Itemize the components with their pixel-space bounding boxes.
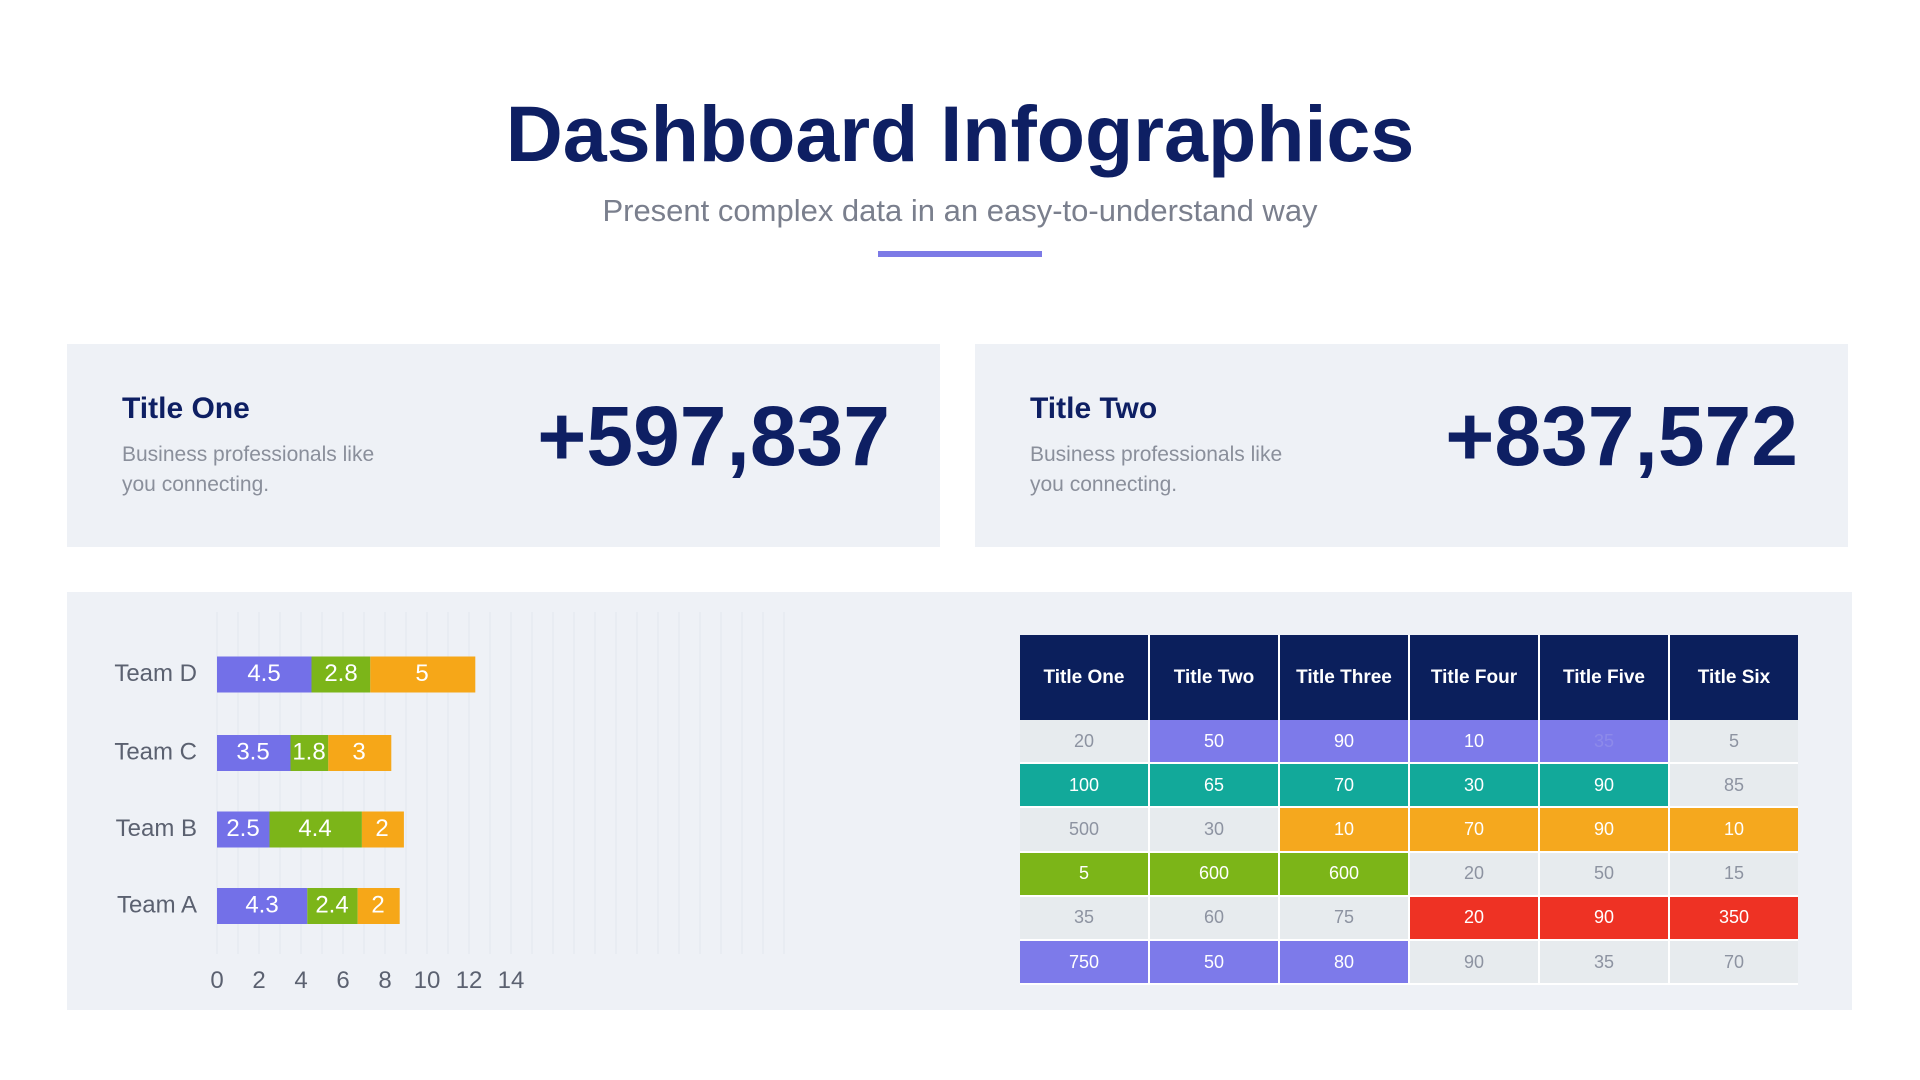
- svg-text:2: 2: [375, 815, 388, 842]
- svg-text:Team C: Team C: [114, 739, 197, 766]
- svg-text:Team A: Team A: [117, 892, 197, 919]
- svg-text:2.8: 2.8: [324, 660, 357, 687]
- svg-text:0: 0: [210, 967, 223, 994]
- svg-text:1.8: 1.8: [292, 739, 325, 766]
- svg-text:6: 6: [336, 967, 349, 994]
- svg-text:2.5: 2.5: [226, 815, 259, 842]
- svg-text:10: 10: [414, 967, 441, 994]
- svg-text:3.5: 3.5: [236, 739, 269, 766]
- svg-text:12: 12: [456, 967, 483, 994]
- svg-text:2.4: 2.4: [315, 892, 348, 919]
- svg-text:5: 5: [415, 660, 428, 687]
- svg-text:4.3: 4.3: [245, 892, 278, 919]
- svg-text:4: 4: [294, 967, 307, 994]
- svg-text:3: 3: [352, 739, 365, 766]
- svg-text:Team B: Team B: [116, 815, 197, 842]
- svg-text:8: 8: [378, 967, 391, 994]
- svg-text:4.4: 4.4: [298, 815, 331, 842]
- svg-text:2: 2: [252, 967, 265, 994]
- svg-text:4.5: 4.5: [247, 660, 280, 687]
- svg-text:14: 14: [498, 967, 525, 994]
- svg-text:Team D: Team D: [114, 660, 197, 687]
- svg-text:2: 2: [371, 892, 384, 919]
